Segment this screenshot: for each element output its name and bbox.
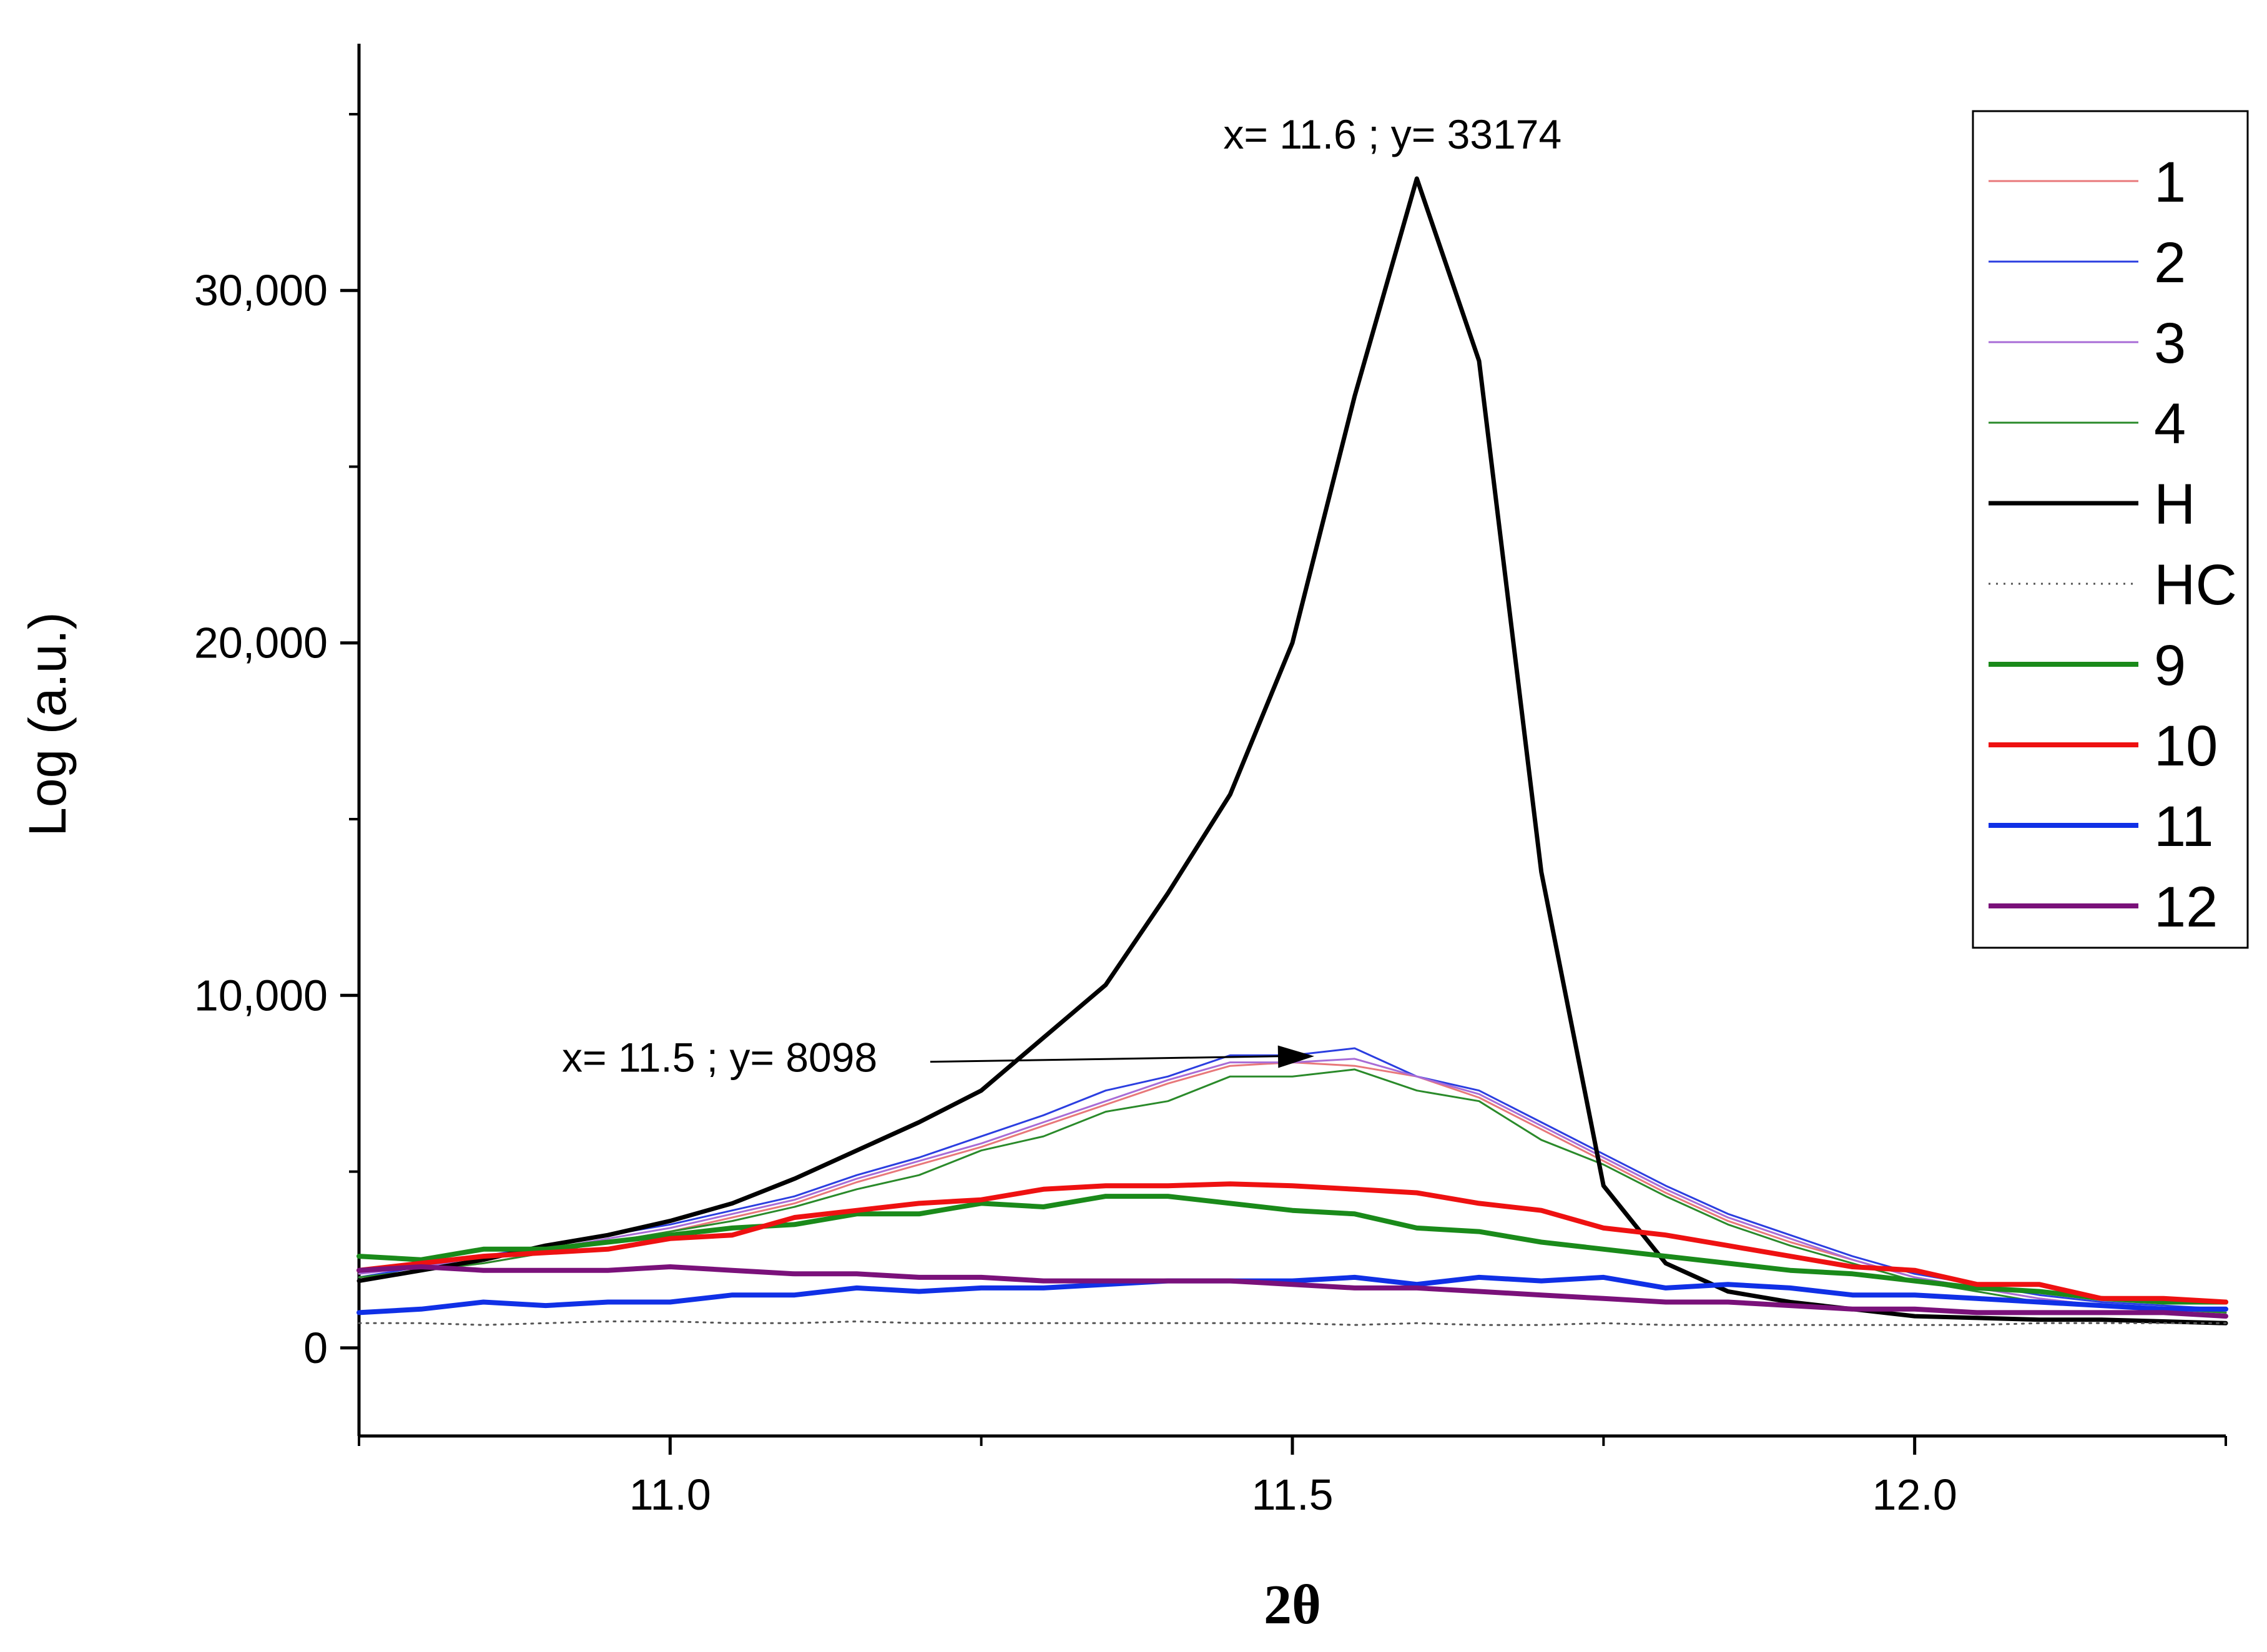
legend-label-2: 2 <box>2154 231 2186 295</box>
series-group <box>357 176 2228 1326</box>
series-line-H <box>357 176 2228 1325</box>
x-tick-label: 11.0 <box>629 1470 711 1519</box>
x-tick-label: 11.5 <box>1251 1470 1333 1519</box>
legend-label-H: H <box>2154 473 2195 536</box>
annotation-peak-1: x= 11.5 ; y= 8098 <box>562 1035 877 1081</box>
series-line-11 <box>357 1274 2228 1315</box>
legend-label-11: 11 <box>2154 795 2214 858</box>
y-tick-label: 30,000 <box>194 266 328 315</box>
annotation-arrow-line <box>930 1055 1284 1063</box>
x-tick-label: 12.0 <box>1872 1470 1957 1519</box>
x-axis-title: 2θ <box>1264 1574 1321 1636</box>
legend-box <box>1972 110 2249 949</box>
legend-label-3: 3 <box>2154 312 2186 375</box>
series-line-HC <box>358 1320 2227 1326</box>
legend-label-4: 4 <box>2154 392 2186 456</box>
y-tick-label: 20,000 <box>194 619 328 667</box>
annotation-group: x= 11.6 ; y= 33174 x= 11.5 ; y= 8098 <box>562 111 1561 1081</box>
y-axis-title: Log (a.u.) <box>18 612 77 837</box>
annotation-arrow-head <box>1277 1045 1314 1068</box>
series-line-10 <box>357 1181 2228 1305</box>
legend-label-HC: HC <box>2154 553 2237 617</box>
legend-label-1: 1 <box>2154 150 2186 214</box>
tick-group: 0 10,000 20,000 30,000 11.0 11.5 12.0 <box>194 112 2227 1519</box>
series-line-9 <box>357 1194 2228 1305</box>
legend-label-12: 12 <box>2154 875 2218 939</box>
legend-label-9: 9 <box>2154 634 2186 697</box>
annotation-peak-h: x= 11.6 ; y= 33174 <box>1223 111 1561 157</box>
legend-label-10: 10 <box>2154 714 2218 778</box>
y-tick-label: 10,000 <box>194 971 328 1020</box>
y-tick-label: 0 <box>303 1324 328 1372</box>
series-line-12 <box>357 1264 2228 1319</box>
